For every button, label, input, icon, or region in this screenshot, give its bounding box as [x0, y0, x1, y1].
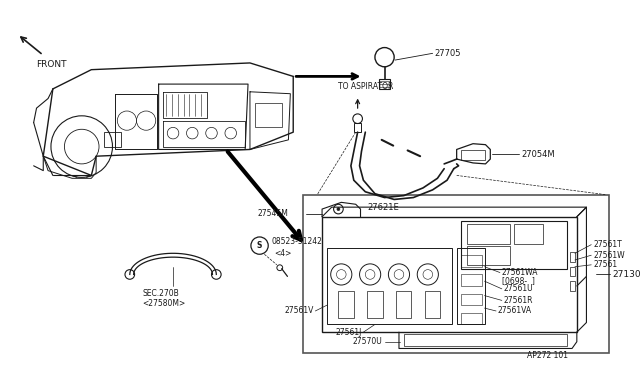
Text: 27561T: 27561T	[593, 240, 622, 249]
Text: <4>: <4>	[274, 249, 291, 258]
Bar	[461, 275, 482, 286]
Circle shape	[337, 208, 340, 211]
Bar	[461, 294, 482, 305]
Text: 08523-51242: 08523-51242	[271, 237, 322, 246]
Text: 27561WA: 27561WA	[502, 268, 538, 277]
Bar	[570, 281, 575, 291]
Text: 27561R: 27561R	[504, 296, 533, 305]
Text: 27561V: 27561V	[284, 307, 314, 315]
Bar	[322, 217, 577, 332]
Bar	[467, 246, 511, 265]
Bar	[461, 150, 484, 160]
Bar	[354, 122, 362, 132]
Bar	[457, 247, 486, 324]
Text: 27561W: 27561W	[593, 251, 625, 260]
Text: 27705: 27705	[435, 49, 461, 58]
Text: FRONT: FRONT	[36, 60, 67, 69]
Text: <27580M>: <27580M>	[142, 299, 186, 308]
Text: 27561J: 27561J	[335, 328, 362, 337]
Text: 27054M: 27054M	[521, 150, 555, 159]
Bar	[461, 313, 482, 324]
Text: 27545M: 27545M	[257, 209, 289, 218]
Bar	[379, 79, 390, 89]
Bar	[461, 221, 567, 269]
Bar	[396, 291, 412, 318]
Text: 27561U: 27561U	[504, 284, 533, 294]
Text: 27621E: 27621E	[367, 203, 399, 212]
Bar	[515, 224, 543, 244]
Bar	[467, 224, 511, 244]
Bar	[104, 132, 121, 147]
Bar	[327, 247, 452, 324]
Bar	[367, 291, 383, 318]
Text: 27561VA: 27561VA	[498, 307, 532, 315]
Text: [0698-  ]: [0698- ]	[502, 276, 534, 285]
Bar	[570, 267, 575, 276]
Text: TO ASPIRATOR: TO ASPIRATOR	[339, 81, 394, 90]
Bar	[570, 252, 575, 262]
Bar	[255, 103, 282, 127]
Bar	[339, 291, 354, 318]
Text: S: S	[257, 241, 262, 250]
Bar	[425, 291, 440, 318]
Bar	[461, 255, 482, 267]
Bar	[303, 195, 609, 353]
Text: SEC.270B: SEC.270B	[142, 289, 179, 298]
Text: 27130: 27130	[612, 270, 640, 279]
Text: 27570U: 27570U	[353, 337, 383, 346]
Bar	[404, 334, 567, 346]
Text: AP272 101: AP272 101	[527, 351, 568, 360]
Text: 27561: 27561	[593, 260, 618, 269]
